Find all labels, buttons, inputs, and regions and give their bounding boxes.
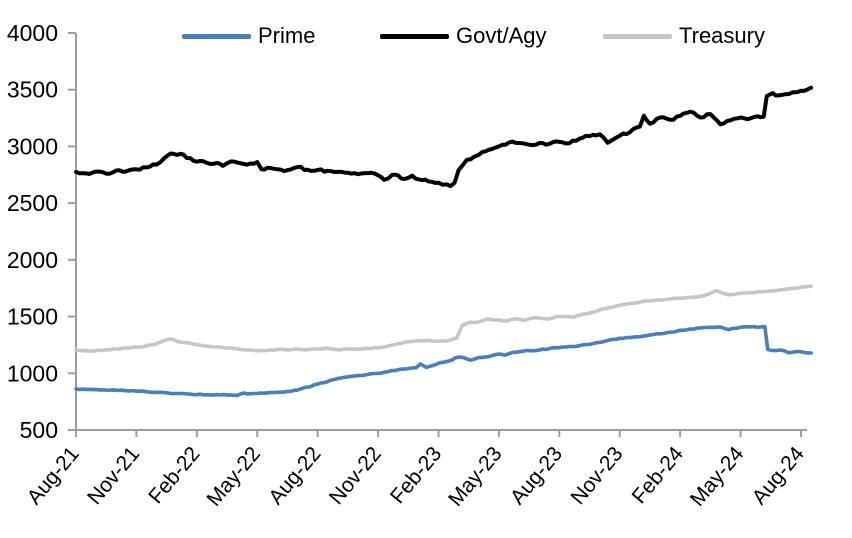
- legend-label-govt-agy: Govt/Agy: [456, 23, 547, 48]
- prime-series-line: [74, 324, 813, 398]
- x-tick-label: Nov-23: [566, 442, 627, 509]
- treasury-series-line: [74, 284, 813, 353]
- legend-item-treasury: Treasury: [603, 22, 765, 50]
- y-tick-label: 3000: [7, 133, 58, 159]
- x-tick-label: Nov-21: [83, 442, 144, 509]
- x-tick-label: May-22: [202, 442, 265, 510]
- legend-item-govt-agy: Govt/Agy: [380, 22, 546, 50]
- x-tick-label: Feb-22: [144, 442, 204, 508]
- legend-label-prime: Prime: [258, 23, 316, 48]
- legend-label-treasury: Treasury: [679, 23, 765, 48]
- x-tick-label: Aug-22: [264, 442, 325, 509]
- y-tick-label: 1500: [7, 304, 58, 330]
- x-tick-label: Aug-24: [748, 442, 809, 509]
- govt-agy-line-swatch: [380, 33, 449, 39]
- x-tick-label: Feb-24: [628, 442, 689, 508]
- legend-item-prime: Prime: [182, 22, 315, 50]
- govt-agy-series-line: [74, 85, 814, 189]
- x-tick-label: May-24: [686, 442, 749, 511]
- x-tick-label: Nov-22: [325, 442, 386, 509]
- x-tick-label: Aug-21: [23, 442, 84, 509]
- y-tick-label: 3500: [7, 77, 58, 103]
- y-tick-label: 2500: [7, 190, 58, 216]
- x-tick-label: Feb-23: [386, 442, 446, 508]
- treasury-line-swatch: [603, 33, 672, 39]
- x-tick-label: Aug-23: [506, 442, 567, 509]
- y-tick-label: 500: [20, 417, 58, 443]
- y-tick-label: 1000: [7, 360, 58, 386]
- y-tick-label: 4000: [7, 20, 58, 46]
- prime-line-swatch: [182, 33, 251, 39]
- legend: Prime Govt/Agy Treasury: [0, 0, 852, 50]
- x-tick-label: May-23: [444, 442, 507, 510]
- y-tick-label: 2000: [7, 247, 58, 273]
